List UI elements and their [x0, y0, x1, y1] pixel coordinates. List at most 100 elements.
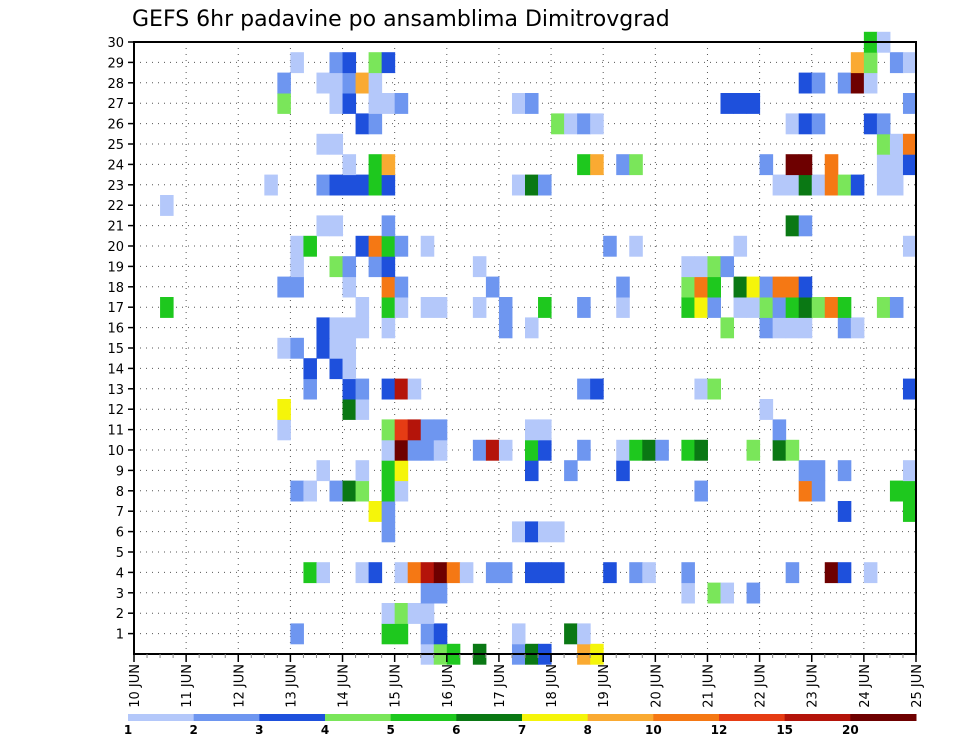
heatmap-cell	[733, 235, 748, 257]
heatmap-cell	[381, 215, 396, 237]
heatmap-cell	[368, 52, 383, 74]
heatmap-cell	[381, 93, 396, 114]
heatmap-cell	[368, 113, 383, 135]
heatmap-cell	[290, 235, 304, 257]
heatmap-cell	[577, 113, 591, 135]
heatmap-cell	[785, 317, 800, 339]
heatmap-cell	[746, 297, 761, 318]
heatmap-cell	[368, 154, 383, 176]
y-tick-label: 3	[116, 587, 124, 602]
heatmap-cell	[798, 317, 813, 339]
heatmap-cell	[694, 480, 708, 502]
heatmap-cell	[590, 113, 604, 135]
heatmap-cell	[355, 72, 370, 94]
legend-level-label: 5	[386, 723, 394, 737]
legend-level-label: 7	[518, 723, 526, 737]
heatmap-cell	[525, 460, 539, 482]
heatmap-cell	[824, 297, 839, 318]
heatmap-cell	[407, 378, 422, 400]
heatmap-cell	[290, 480, 304, 502]
heatmap-cell	[277, 72, 291, 94]
heatmap-cell	[720, 317, 735, 339]
heatmap-cell	[381, 154, 396, 176]
heatmap-cell	[420, 439, 435, 461]
x-tick-label: 12 JUN	[232, 664, 247, 708]
heatmap-cell	[538, 297, 552, 318]
y-tick-label: 6	[116, 526, 124, 541]
heatmap-cell	[420, 582, 435, 604]
heatmap-cell	[577, 297, 591, 318]
heatmap-cell	[303, 480, 317, 502]
heatmap-cell	[564, 460, 578, 482]
heatmap-cell	[564, 623, 578, 645]
heatmap-cell	[381, 297, 396, 318]
y-tick-label: 4	[116, 566, 124, 581]
heatmap-cell	[785, 276, 800, 298]
legend-swatch	[390, 714, 457, 721]
x-tick-label: 25 JUN	[910, 664, 925, 708]
heatmap-cell	[772, 276, 787, 298]
heatmap-cell	[629, 439, 643, 461]
heatmap-cell	[511, 93, 526, 114]
heatmap-cell	[290, 52, 304, 74]
heatmap-cell	[863, 72, 878, 94]
heatmap-cell	[329, 317, 344, 339]
heatmap-cell	[355, 174, 370, 196]
heatmap-cell	[433, 562, 448, 584]
heatmap-cell	[342, 276, 357, 298]
heatmap-cell	[733, 93, 748, 114]
heatmap-cell	[798, 460, 813, 482]
heatmap-cell	[733, 276, 748, 298]
heatmap-cell	[381, 480, 396, 502]
heatmap-cell	[381, 439, 396, 461]
heatmap-cell	[772, 174, 787, 196]
heatmap-cell	[590, 154, 604, 176]
heatmap-cell	[785, 439, 800, 461]
heatmap-cell	[902, 93, 917, 114]
heatmap-cell	[798, 72, 813, 94]
heatmap-cell	[394, 419, 409, 441]
heatmap-cell	[798, 297, 813, 318]
heatmap-cell	[381, 174, 396, 196]
heatmap-cell	[902, 52, 917, 74]
heatmap-cell	[394, 276, 409, 298]
heatmap-cell	[811, 72, 826, 94]
heatmap-cell	[511, 623, 526, 645]
x-tick-label: 18 JUN	[545, 664, 560, 708]
heatmap-cell	[511, 521, 526, 543]
heatmap-cell	[889, 174, 904, 196]
heatmap-cell	[525, 93, 539, 114]
heatmap-cell	[681, 439, 695, 461]
heatmap-cell	[538, 562, 552, 584]
heatmap-cell	[902, 133, 917, 155]
heatmap-cell	[876, 154, 891, 176]
heatmap-cell	[420, 623, 435, 645]
legend-swatch	[719, 714, 786, 721]
heatmap-cell	[629, 235, 643, 257]
heatmap-cell	[498, 439, 513, 461]
heatmap-cell	[342, 399, 357, 420]
y-tick-label: 18	[107, 281, 124, 296]
heatmap-cell	[511, 174, 526, 196]
y-tick-label: 22	[107, 199, 124, 214]
heatmap-cell	[160, 195, 174, 216]
heatmap-cell	[538, 174, 552, 196]
heatmap-cell	[863, 113, 878, 135]
heatmap-cell	[277, 276, 291, 298]
heatmap-cell	[277, 419, 291, 441]
heatmap-cell	[433, 582, 448, 604]
heatmap-cell	[837, 501, 852, 522]
heatmap-cell	[381, 603, 396, 624]
heatmap-cell	[498, 297, 513, 318]
heatmap-cell	[785, 215, 800, 237]
heatmap-cell	[459, 562, 474, 584]
heatmap-cell	[902, 154, 917, 176]
heatmap-cell	[889, 297, 904, 318]
heatmap-cell	[368, 174, 383, 196]
heatmap-cell	[381, 623, 396, 645]
heatmap-cell	[329, 174, 344, 196]
heatmap-cell	[525, 317, 539, 339]
heatmap-cell	[759, 276, 774, 298]
heatmap-cell	[277, 399, 291, 420]
y-tick-label: 12	[107, 403, 124, 418]
